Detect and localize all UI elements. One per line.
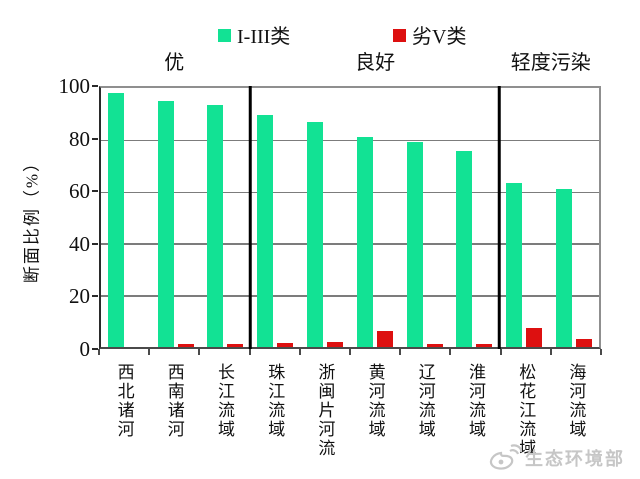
red-bar <box>526 327 543 347</box>
watermark: 生态环境部 <box>488 444 625 472</box>
x-tick-mark <box>248 349 251 355</box>
x-tick-mark <box>98 349 100 355</box>
bar-group <box>350 88 400 347</box>
section-label: 优 <box>164 52 185 74</box>
x-category-label: 浙闽片河流 <box>315 363 335 458</box>
x-tick-mark <box>549 349 552 355</box>
red-bar <box>277 343 294 347</box>
y-tick-mark <box>92 242 98 245</box>
group-divider-line <box>498 86 501 349</box>
bar-group <box>201 88 251 347</box>
x-tick-mark <box>298 349 301 355</box>
red-bar <box>227 344 244 347</box>
green-bar <box>157 100 174 347</box>
y-tick-mark <box>92 190 98 193</box>
x-category-label: 黄河流域 <box>365 363 385 439</box>
green-bar <box>356 137 373 347</box>
green-bar <box>506 182 523 347</box>
green-bar <box>556 189 573 347</box>
x-tick-mark <box>198 349 201 355</box>
x-category-label: 西北诸河 <box>114 363 134 439</box>
green-bar <box>307 121 324 347</box>
green-bar <box>257 115 274 347</box>
red-bar <box>327 342 344 347</box>
x-category-label: 海河流域 <box>566 363 586 439</box>
x-category-label: 辽河流域 <box>415 363 435 439</box>
y-tick-label: 60 <box>69 179 90 204</box>
green-bar <box>406 142 423 347</box>
y-tick-label: 100 <box>58 74 91 98</box>
legend-swatch <box>393 29 406 42</box>
y-tick-label: 20 <box>69 284 90 309</box>
x-tick-mark <box>349 349 351 355</box>
green-bar <box>456 151 473 347</box>
x-category-label: 长江流域 <box>215 363 234 439</box>
gridline <box>101 295 599 297</box>
red-bar <box>376 331 393 347</box>
gridline <box>101 139 599 142</box>
plot-area <box>99 86 601 349</box>
bar-group <box>549 88 599 347</box>
weibo-logo-icon <box>489 444 522 470</box>
green-bar <box>107 93 124 347</box>
y-tick-label: 0 <box>79 337 91 361</box>
y-tick-label: 80 <box>69 126 90 151</box>
legend-label: I-III类 <box>237 26 291 48</box>
x-category-label: 西南诸河 <box>164 363 184 439</box>
y-tick-mark <box>92 348 98 350</box>
section-label: 轻度污染 <box>510 52 591 74</box>
green-bar <box>207 104 224 347</box>
red-bar <box>177 344 194 347</box>
group-divider-line <box>249 86 252 349</box>
x-category-label: 松花江流域 <box>516 363 536 458</box>
legend-item: I-III类 <box>218 20 290 49</box>
bar-group <box>250 88 300 347</box>
x-category-label: 淮河流域 <box>466 363 485 439</box>
y-tick-mark <box>92 137 98 140</box>
y-tick-mark <box>92 295 98 298</box>
y-tick-mark <box>92 85 98 87</box>
bar-group <box>300 88 350 347</box>
watermark-text: 生态环境部 <box>525 449 625 469</box>
legend-item: 劣V类 <box>393 20 466 49</box>
x-tick-mark <box>449 349 452 355</box>
legend-swatch <box>218 29 231 42</box>
x-tick-mark <box>600 349 602 355</box>
x-category-label: 珠江流域 <box>265 363 285 439</box>
red-bar <box>426 343 443 347</box>
bar-group <box>400 88 450 347</box>
y-axis-title: 断面比例（%） <box>22 152 42 284</box>
red-bar <box>476 344 493 347</box>
bar-group <box>151 88 201 347</box>
red-bar <box>576 339 593 347</box>
x-tick-mark <box>148 349 151 355</box>
legend-label: 劣V类 <box>412 26 467 48</box>
y-tick-label: 40 <box>69 231 90 256</box>
bar-group <box>499 88 549 347</box>
x-tick-mark <box>399 349 402 355</box>
x-tick-mark <box>499 349 502 355</box>
gridline <box>101 191 599 194</box>
section-label: 良好 <box>355 52 396 74</box>
gridline <box>101 243 599 245</box>
bar-group <box>450 88 500 347</box>
bar-group <box>101 88 151 347</box>
